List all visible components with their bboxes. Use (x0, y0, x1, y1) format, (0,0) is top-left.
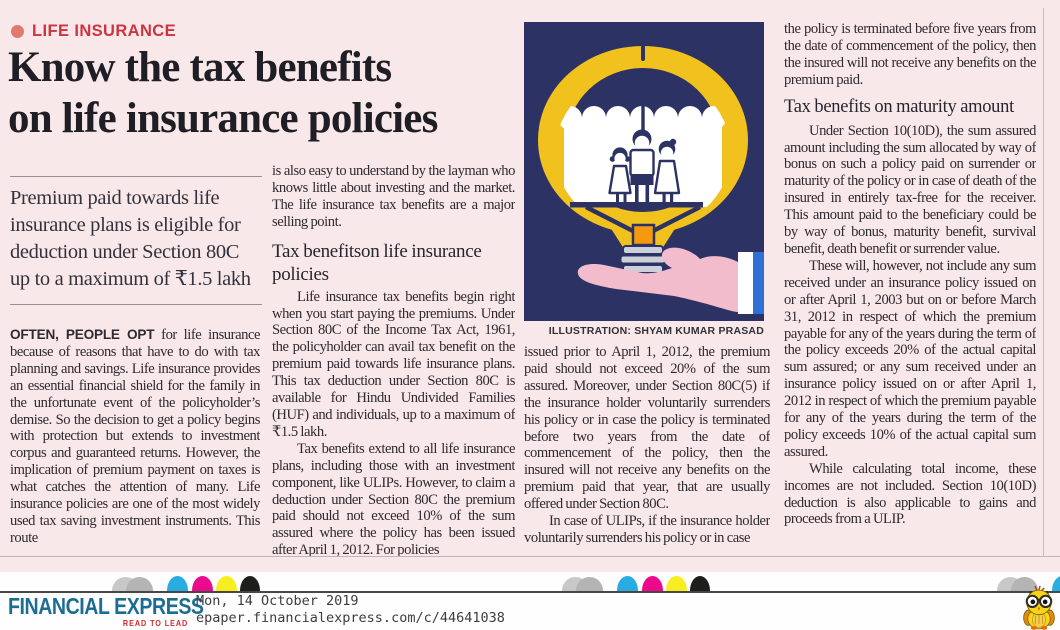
registration-mark (167, 576, 188, 592)
sleeve-blue (753, 252, 764, 314)
paragraph: Tax benefits extend to all life insuranc… (272, 440, 515, 556)
headline-line-2: on life insurance policies (8, 95, 438, 142)
registration-marks (997, 576, 1060, 592)
hand-shape (577, 247, 738, 312)
registration-mark (1011, 577, 1038, 592)
article-bottom-rule (0, 556, 1060, 557)
mother-figure (653, 138, 681, 203)
umbrella-pole (641, 72, 645, 150)
brand-tagline: READ TO LEAD (122, 618, 189, 628)
epaper-url: epaper.financialexpress.com/c/44641038 (196, 610, 505, 626)
column-3: issued prior to April 1, 2012, the premi… (524, 344, 770, 556)
paragraph: the policy is terminated before five yea… (784, 21, 1036, 88)
registration-mark (126, 577, 153, 592)
registration-mark (240, 576, 260, 592)
standfirst: Premium paid towards life insurance plan… (10, 176, 262, 305)
column-1: OFTEN, PEOPLE OPT for life insurance bec… (10, 327, 260, 556)
body-text: for life insurance because of reasons th… (10, 327, 260, 546)
column-4: the policy is terminated before five yea… (784, 21, 1036, 556)
registration-mark (617, 576, 638, 592)
lead-in-text: OFTEN, PEOPLE OPT (10, 327, 155, 342)
registration-mark (1052, 576, 1060, 592)
paragraph: While calculating total income, these in… (784, 460, 1036, 528)
paragraph: In case of ULIPs, if the insurance holde… (524, 513, 770, 546)
brand-name: FINANCIAL EXPRESS (8, 593, 204, 619)
paragraph: OFTEN, PEOPLE OPT for life insurance bec… (10, 327, 260, 547)
lightbulb-family-illustration (524, 22, 764, 321)
registration-mark (576, 577, 603, 592)
registration-mark (690, 576, 710, 592)
daughter-figure (608, 147, 632, 203)
owl-mascot-logo (1020, 585, 1058, 630)
headline-line-1: Know the tax benefits (8, 44, 392, 91)
registration-mark (192, 576, 213, 592)
financial-express-logo: FINANCIAL EXPRESS READ TO LEAD (8, 593, 204, 628)
bullet-icon (11, 25, 24, 38)
section-label: LIFE INSURANCE (32, 22, 177, 40)
paragraph: is also easy to understand by the layman… (272, 163, 515, 230)
section-heading: Tax benefitson life insurance policies (272, 240, 482, 285)
paragraph: Under Section 10(10D), the sum assured a… (784, 122, 1036, 257)
registration-mark (666, 576, 687, 592)
article-right-rule (1043, 8, 1044, 557)
father-figure (629, 129, 655, 203)
section-heading: Tax benefits on maturity amount (784, 96, 1014, 117)
headline: Know the tax benefits on life insurance … (8, 42, 528, 144)
section-kicker: LIFE INSURANCE (11, 22, 176, 41)
owl-beak (1037, 607, 1041, 611)
registration-marks (562, 576, 722, 592)
paragraph: issued prior to April 1, 2012, the premi… (524, 344, 770, 513)
column-2: is also easy to understand by the layman… (272, 163, 515, 556)
sleeve-white (738, 252, 753, 314)
paragraph: Life insurance tax benefits begin right … (272, 288, 515, 440)
registration-marks (112, 576, 272, 592)
publication-date: Mon, 14 October 2019 (196, 593, 359, 609)
registration-mark (642, 576, 663, 592)
footer-divider-line (0, 591, 1060, 593)
registration-mark (216, 576, 237, 592)
bulb-filament (631, 223, 656, 247)
paragraph: These will, however, not include any sum… (784, 257, 1036, 460)
illustration-caption: ILLUSTRATION: SHYAM KUMAR PRASAD (548, 325, 764, 337)
